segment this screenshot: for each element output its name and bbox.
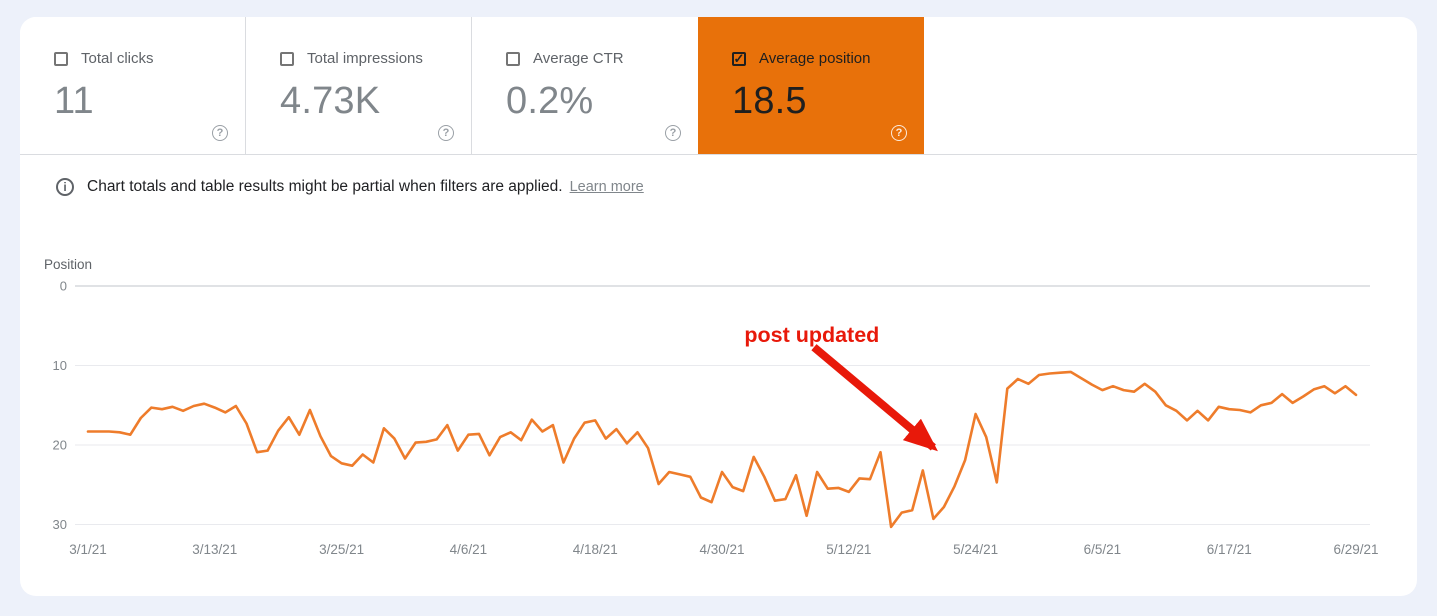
average-position-line[interactable] [86,370,1358,529]
total-impressions-value: 4.73K [280,80,381,122]
x-tick-label: 4/18/21 [573,542,618,557]
x-tick-label: 3/13/21 [192,542,237,557]
x-tick-label: 5/24/21 [953,542,998,557]
chart-gridlines: 0 10 20 30 [53,279,1370,532]
metric-card-total-impressions[interactable]: Total impressions 4.73K ? [246,17,472,154]
average-position-chart[interactable]: 0 10 20 30 Position 3/1/21 3/13/21 3/25/21 4/6/2… [20,247,1417,567]
card-header: Total clicks [54,50,245,67]
help-icon[interactable]: ? [891,125,907,141]
metric-cards-row: Total clicks 11 ? Total impressions 4.73… [20,17,1417,155]
average-ctr-value: 0.2% [506,80,594,122]
x-tick-label: 6/17/21 [1207,542,1252,557]
average-ctr-checkbox[interactable] [506,51,520,66]
card-label: Average CTR [533,50,624,67]
average-position-value: 18.5 [732,80,807,122]
total-clicks-checkbox[interactable] [54,51,68,66]
x-tick-label: 6/29/21 [1334,542,1379,557]
card-header: Total impressions [280,50,471,67]
x-tick-labels: 3/1/21 3/13/21 3/25/21 4/6/21 4/18/21 4/30/21… [69,542,1378,557]
x-tick-label: 4/6/21 [450,542,488,557]
y-tick-label: 0 [60,279,67,294]
y-tick-label: 30 [53,517,67,532]
help-icon[interactable]: ? [212,125,228,141]
y-axis-title: Position [44,257,92,272]
annotation-arrow [811,344,938,452]
y-tick-label: 10 [53,358,67,373]
x-tick-label: 6/5/21 [1084,542,1122,557]
performance-panel: Total clicks 11 ? Total impressions 4.73… [20,17,1417,596]
total-impressions-checkbox[interactable] [280,51,294,66]
metric-card-total-clicks[interactable]: Total clicks 11 ? [20,17,246,154]
metric-card-average-position[interactable]: ✓ Average position 18.5 ? [698,17,924,154]
card-label: Average position [759,50,871,67]
partial-data-notice: i Chart totals and table results might b… [56,178,1417,196]
average-position-checkbox[interactable]: ✓ [732,50,746,66]
x-tick-label: 3/25/21 [319,542,364,557]
y-tick-label: 20 [53,438,67,453]
help-icon[interactable]: ? [665,125,681,141]
notice-text: Chart totals and table results might be … [87,178,563,195]
card-header: Average CTR [506,50,698,67]
x-tick-label: 3/1/21 [69,542,107,557]
card-header: ✓ Average position [732,50,924,67]
info-icon: i [56,178,74,196]
total-clicks-value: 11 [54,80,94,122]
help-icon[interactable]: ? [438,125,454,141]
card-label: Total impressions [307,50,423,67]
metric-card-average-ctr[interactable]: Average CTR 0.2% ? [472,17,698,154]
annotation-text: post updated [744,323,879,347]
card-label: Total clicks [81,50,154,67]
x-tick-label: 4/30/21 [699,542,744,557]
learn-more-link[interactable]: Learn more [569,179,644,195]
x-tick-label: 5/12/21 [826,542,871,557]
